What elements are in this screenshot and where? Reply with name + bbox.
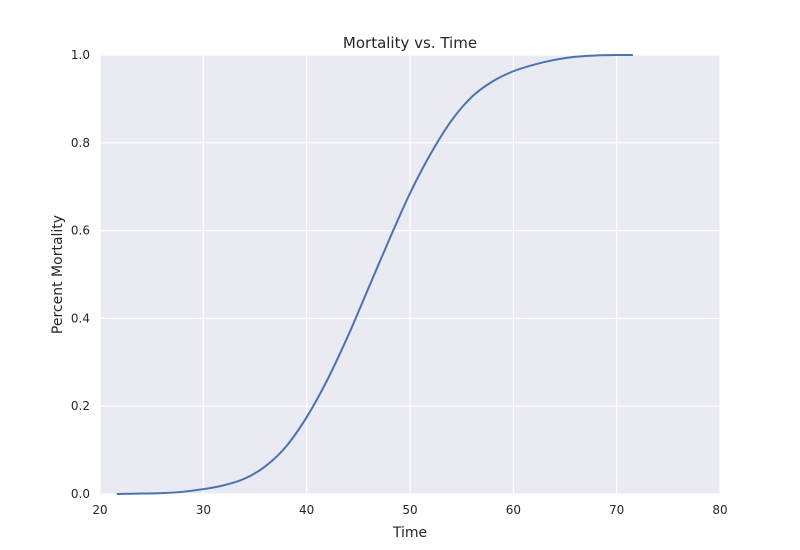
x-tick-label: 60 [506,503,521,517]
y-tick-label: 0.6 [71,224,90,238]
series-layer [116,53,634,495]
x-tick-label: 30 [196,503,211,517]
x-axis-label: Time [392,525,427,541]
x-tick-label: 80 [712,503,727,517]
y-tick-label: 0.2 [71,399,90,413]
tick-labels: 20 30 40 50 60 70 80 0.0 0.2 0.4 0.6 0.8 1.0 [71,48,728,517]
y-axis-label: Percent Mortality [50,215,66,334]
y-tick-label: 0.0 [71,487,90,501]
x-tick-label: 40 [299,503,314,517]
y-tick-label: 0.4 [71,311,90,325]
y-tick-label: 1.0 [71,48,90,62]
chart-title: Mortality vs. Time [343,34,477,52]
x-tick-label: 20 [92,503,107,517]
y-tick-label: 0.8 [71,136,90,150]
series-line-0 [116,53,634,495]
x-tick-label: 50 [402,503,417,517]
x-tick-label: 70 [609,503,624,517]
grid-lines [99,54,721,495]
